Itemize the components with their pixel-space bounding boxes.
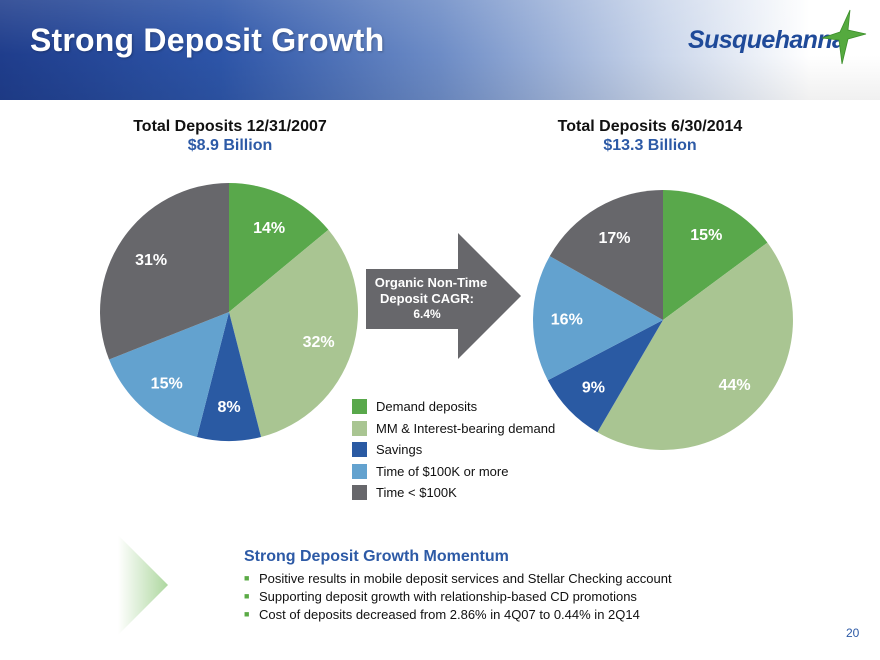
pie-slice bbox=[547, 320, 663, 433]
legend-item: Time of $100K or more bbox=[352, 461, 555, 483]
pie-slice-label: 31% bbox=[135, 252, 167, 269]
legend-swatch bbox=[352, 420, 367, 436]
pie-slice bbox=[109, 312, 229, 437]
legend-swatch bbox=[352, 485, 367, 501]
legend-item: Demand deposits bbox=[352, 396, 555, 418]
pie-slice-label: 17% bbox=[598, 230, 630, 247]
pie-title-2007-heading: Total Deposits 12/31/2007 bbox=[133, 118, 327, 135]
momentum-bullet: ■ Supporting deposit growth with relatio… bbox=[244, 587, 672, 605]
bullet-text: Cost of deposits decreased from 2.86% in… bbox=[259, 606, 640, 622]
pie-slice-label: 44% bbox=[719, 377, 751, 394]
legend-swatch bbox=[352, 463, 367, 479]
arrow-text-line2: Deposit CAGR: bbox=[380, 291, 474, 306]
arrow-text-line3: 6.4% bbox=[413, 307, 441, 321]
pie-slice-label: 9% bbox=[582, 379, 605, 396]
bullet-square-icon: ■ bbox=[244, 609, 250, 619]
pie-title-2014: Total Deposits 6/30/2014 $13.3 Billion bbox=[530, 118, 770, 155]
page-number: 20 bbox=[846, 626, 860, 640]
legend-swatch bbox=[352, 399, 367, 415]
pie-slice bbox=[229, 229, 359, 437]
pie-slice bbox=[100, 183, 230, 360]
page-title: Strong Deposit Growth bbox=[30, 22, 385, 58]
pie-slice bbox=[196, 312, 262, 442]
decorative-chevron bbox=[118, 535, 168, 635]
pie-slice-label: 8% bbox=[217, 399, 240, 416]
logo-wordmark: Susquehanna bbox=[688, 26, 846, 54]
pie-slice-label: 16% bbox=[551, 312, 583, 329]
pie-slice-label: 15% bbox=[690, 227, 722, 244]
pie-2007: 14% 32% 8% 15% 31% bbox=[100, 183, 359, 442]
pie-title-2007: Total Deposits 12/31/2007 $8.9 Billion bbox=[120, 118, 340, 155]
legend-label: Savings bbox=[376, 442, 423, 458]
pie-slice bbox=[549, 190, 663, 320]
star-icon bbox=[821, 9, 867, 65]
legend-item: Time < $100K bbox=[352, 482, 555, 504]
header-banner bbox=[0, 0, 880, 100]
legend: Demand deposits MM & Interest-bearing dem… bbox=[352, 396, 555, 504]
momentum-title: Strong Deposit Growth Momentum bbox=[244, 548, 509, 565]
legend-label: Time of $100K or more bbox=[376, 463, 509, 479]
arrow-text-line1: Organic Non-Time bbox=[375, 275, 487, 290]
legend-label: Time < $100K bbox=[376, 485, 457, 501]
momentum-section: Strong Deposit Growth Momentum ■ Positiv… bbox=[244, 548, 672, 623]
legend-swatch bbox=[352, 442, 367, 458]
momentum-bullet: ■ Positive results in mobile deposit ser… bbox=[244, 569, 672, 587]
legend-item: MM & Interest-bearing demand bbox=[352, 418, 555, 440]
legend-label: Demand deposits bbox=[376, 399, 478, 415]
pie-slice bbox=[597, 242, 793, 450]
pie-slice bbox=[229, 183, 329, 312]
bullet-square-icon: ■ bbox=[244, 573, 250, 583]
pie-title-2014-heading: Total Deposits 6/30/2014 bbox=[557, 118, 743, 135]
legend-label: MM & Interest-bearing demand bbox=[376, 420, 556, 436]
pie-title-2007-total: $8.9 Billion bbox=[187, 137, 273, 154]
legend-item: Savings bbox=[352, 439, 555, 461]
bullet-text: Positive results in mobile deposit servi… bbox=[259, 570, 672, 586]
pie-slice bbox=[663, 190, 768, 320]
pie-slice-label: 15% bbox=[151, 376, 183, 393]
growth-arrow: Organic Non-Time Deposit CAGR: 6.4% bbox=[366, 233, 521, 359]
pie-slice-label: 14% bbox=[253, 220, 285, 237]
bullet-square-icon: ■ bbox=[244, 591, 250, 601]
company-logo: Susquehanna bbox=[688, 8, 876, 70]
pie-2014: 15% 44% 9% 16% 17% bbox=[533, 190, 793, 450]
pie-title-2014-total: $13.3 Billion bbox=[603, 137, 697, 154]
bullet-text: Supporting deposit growth with relations… bbox=[259, 588, 637, 604]
pie-slice-label: 32% bbox=[303, 334, 335, 351]
momentum-bullet: ■ Cost of deposits decreased from 2.86% … bbox=[244, 605, 672, 623]
pie-slice bbox=[533, 256, 663, 381]
